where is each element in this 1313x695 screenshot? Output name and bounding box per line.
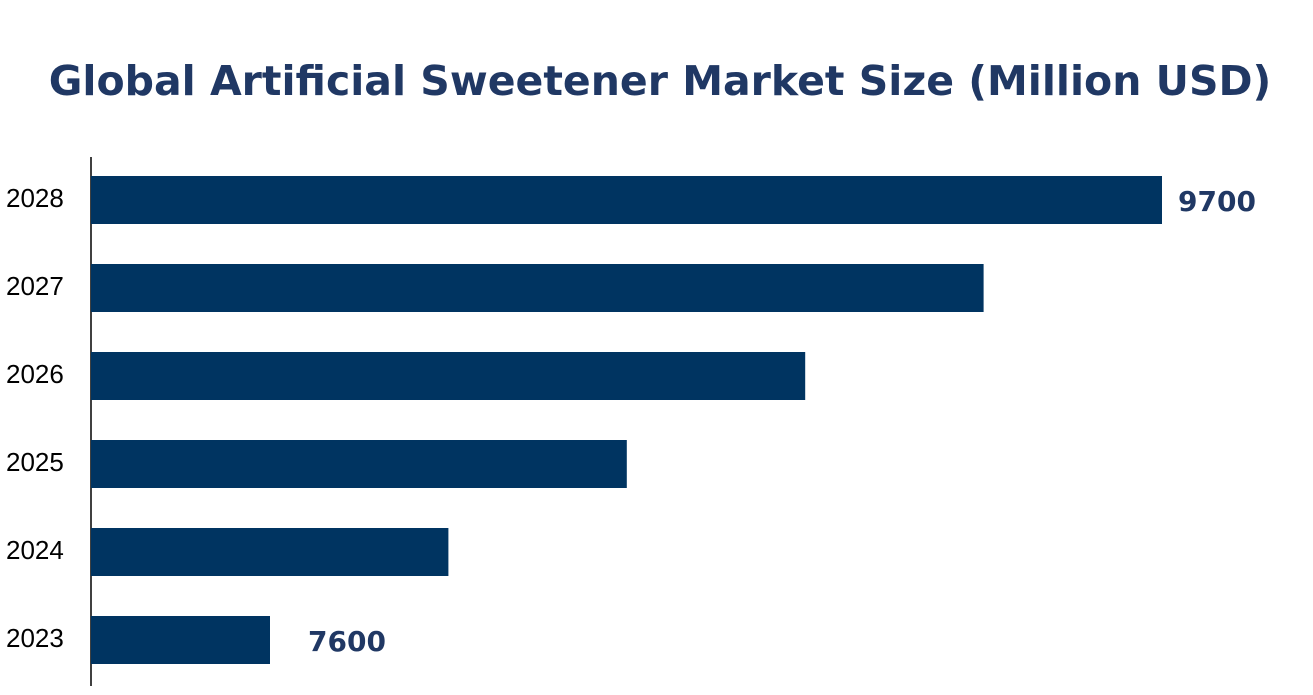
value-label: 7600 <box>308 625 386 658</box>
y-tick-label: 2025 <box>6 447 64 477</box>
y-tick-label: 2023 <box>6 623 64 653</box>
y-tick-label: 2024 <box>6 535 64 565</box>
y-tick-label: 2026 <box>6 359 64 389</box>
value-label: 9700 <box>1178 185 1256 218</box>
y-tick-label: 2028 <box>6 183 64 213</box>
bar <box>91 528 449 576</box>
bar <box>91 440 627 488</box>
chart-title: Global Artificial Sweetener Market Size … <box>49 57 1272 105</box>
bar <box>91 264 984 312</box>
bar <box>91 352 806 400</box>
bar <box>91 616 270 664</box>
y-tick-label: 2027 <box>6 271 64 301</box>
bar <box>91 176 1162 224</box>
